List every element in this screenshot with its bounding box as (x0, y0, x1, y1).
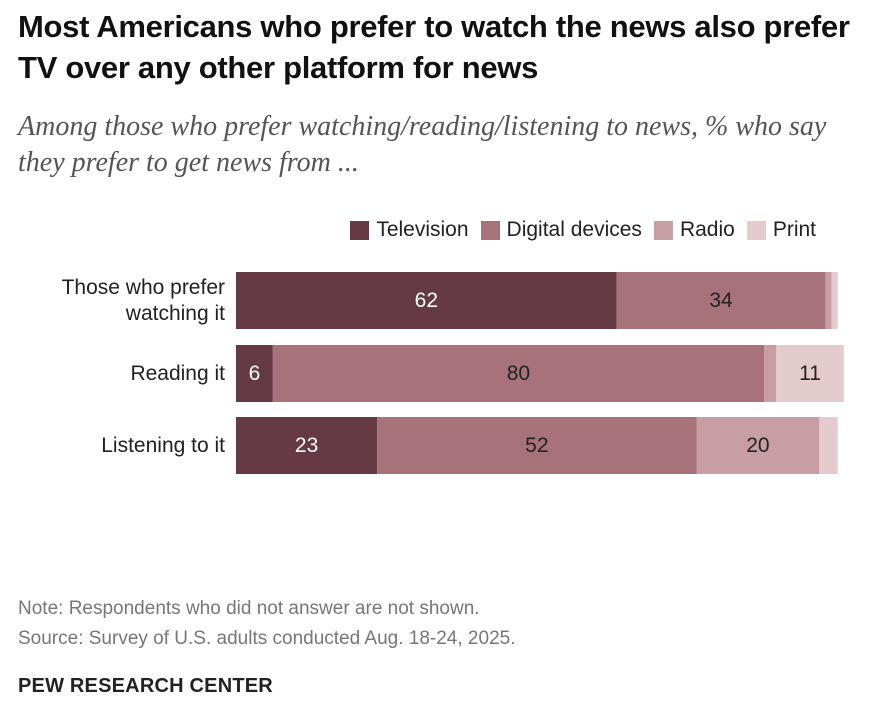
stacked-bar-chart: Those who prefer watching it 62 34 Reading i… (62, 272, 844, 474)
data-label-digital-devices-listening-to-it: 52 (525, 434, 548, 457)
legend-swatch-television (350, 220, 370, 240)
bar-segment-digital-devices-listening-to-it (377, 417, 697, 474)
bar-segment-digital-devices-reading-it (272, 345, 765, 402)
bar-segment-print-listening-to-it (819, 417, 838, 474)
footer-source: Source: Survey of U.S. adults conducted … (18, 628, 516, 649)
legend-item-print: Print (746, 218, 816, 242)
legend-swatch-digital-devices (480, 220, 500, 240)
brand-logo-text: PEW RESEARCH CENTER (18, 675, 273, 697)
bar-segment-television-reading-it (236, 345, 273, 402)
legend-item-digital-devices: Digital devices (480, 218, 642, 242)
legend-item-television: Television (350, 218, 469, 242)
category-label-listening-to-it: Listening to it (101, 434, 225, 457)
legend-swatch-print (746, 220, 766, 240)
bar-segment-television-those-who-prefer-watching-it (236, 272, 617, 329)
chart-title: Most Americans who prefer to watch the n… (18, 9, 850, 85)
bar-segment-print-those-who-prefer-watching-it (831, 272, 838, 329)
footer-note: Note: Respondents who did not answer are… (18, 598, 480, 619)
bar-segment-radio-listening-to-it (696, 417, 820, 474)
legend-item-radio: Radio (653, 218, 735, 242)
chart-legend: Television Digital devices Radio Print (338, 218, 816, 242)
bar-segment-television-listening-to-it (236, 417, 378, 474)
legend-label-radio: Radio (679, 218, 735, 241)
category-label-reading-it: Reading it (130, 362, 225, 385)
data-label-television-reading-it: 6 (249, 362, 261, 385)
legend-label-print: Print (772, 218, 816, 241)
legend-label-digital-devices: Digital devices (506, 218, 642, 241)
category-label-those-who-prefer-watching-it: Those who prefer watching it (62, 276, 226, 325)
chart-subtitle: Among those who prefer watching/reading/… (18, 111, 827, 178)
bar-segment-radio-reading-it (764, 345, 777, 402)
data-label-print-reading-it: 11 (799, 362, 821, 385)
data-label-television-listening-to-it: 23 (295, 434, 318, 457)
bar-segment-print-reading-it (776, 345, 844, 402)
legend-label-television: Television (376, 218, 469, 241)
data-label-television-those-who-prefer-watching-it: 62 (415, 289, 438, 312)
bar-segment-digital-devices-those-who-prefer-watching-it (616, 272, 826, 329)
legend-swatch-radio (653, 220, 673, 240)
data-label-digital-devices-those-who-prefer-watching-it: 34 (709, 289, 733, 312)
data-label-radio-listening-to-it: 20 (746, 434, 769, 457)
data-label-digital-devices-reading-it: 80 (507, 362, 530, 385)
bar-segment-radio-those-who-prefer-watching-it (825, 272, 832, 329)
